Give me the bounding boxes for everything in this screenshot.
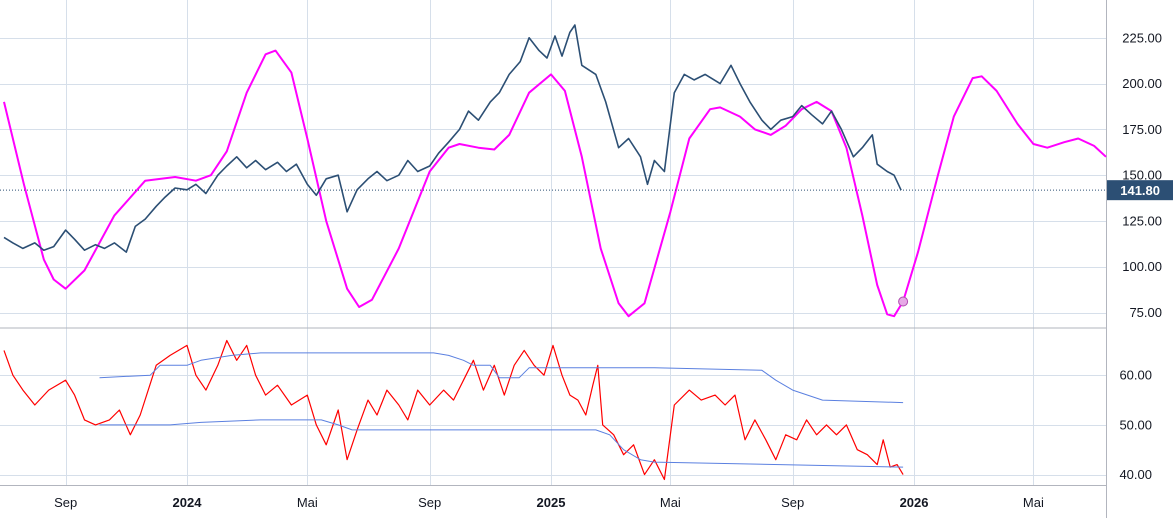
price-tick-label: 100.00 [1122, 259, 1162, 274]
time-tick-label: 2026 [900, 495, 929, 510]
oscillator-tick-label: 60.00 [1119, 368, 1152, 383]
time-tick-label: Sep [781, 495, 804, 510]
price-tick-label: 200.00 [1122, 76, 1162, 91]
oscillator-scale[interactable]: 60.00 50.00 40.00 [1119, 368, 1152, 482]
last-price-label-text: 141.80 [1120, 183, 1160, 198]
last-price-label-bg [1107, 180, 1173, 201]
price-tick-label: 175.00 [1122, 122, 1162, 137]
cycle-marker-dot[interactable] [898, 296, 909, 307]
price-tick-label: 125.00 [1122, 213, 1162, 228]
price-line[interactable] [3, 24, 902, 253]
time-tick-label: 2024 [173, 495, 203, 510]
band-lower-line[interactable] [99, 419, 904, 468]
price-tick-label: 150.00 [1122, 168, 1162, 183]
price-panel[interactable] [0, 24, 1107, 318]
time-tick-label: Mai [660, 495, 681, 510]
time-tick-label: Sep [418, 495, 441, 510]
time-tick-label: 2025 [537, 495, 566, 510]
cycle-line[interactable] [3, 49, 1107, 318]
time-scale[interactable]: Sep 2024 Mai Sep 2025 Mai Sep 2026 Mai [54, 495, 1044, 510]
time-tick-label: Mai [1023, 495, 1044, 510]
price-tick-label: 225.00 [1122, 30, 1162, 45]
oscillator-tick-label: 40.00 [1119, 467, 1152, 482]
oscillator-line[interactable] [3, 339, 904, 481]
time-tick-label: Mai [297, 495, 318, 510]
grid [0, 0, 1106, 485]
price-scale[interactable]: 225.00 200.00 175.00 150.00 125.00 100.00 75.0… [1122, 30, 1162, 320]
last-price-label: 141.80 [1107, 180, 1173, 201]
price-tick-label: 75.00 [1129, 305, 1162, 320]
oscillator-panel[interactable] [3, 339, 904, 481]
oscillator-tick-label: 50.00 [1119, 417, 1152, 432]
band-upper-line[interactable] [99, 352, 904, 404]
time-tick-label: Sep [54, 495, 77, 510]
